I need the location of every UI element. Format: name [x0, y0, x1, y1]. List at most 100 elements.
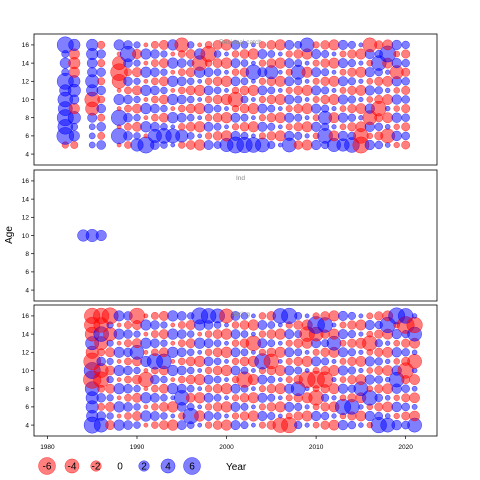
residual-bubble	[251, 115, 256, 121]
residual-bubble	[338, 310, 348, 321]
residual-bubble	[239, 411, 250, 421]
residual-bubble	[347, 40, 356, 49]
residual-bubble	[167, 346, 179, 358]
residual-bubble	[304, 349, 310, 355]
residual-bubble	[312, 421, 320, 429]
residual-bubble	[224, 395, 229, 401]
residual-bubble	[150, 67, 160, 77]
x-tick-label: 2020	[398, 444, 413, 451]
residual-bubble	[267, 50, 276, 58]
residual-bubble	[266, 58, 277, 68]
residual-bubble	[247, 121, 259, 133]
residual-bubble	[374, 411, 383, 421]
residual-bubble	[212, 365, 223, 376]
residual-bubble	[407, 354, 422, 369]
residual-bubble	[185, 393, 196, 403]
residual-bubble	[186, 403, 195, 411]
residual-bubble	[251, 42, 256, 48]
residual-bubble	[294, 59, 303, 68]
residual-bubble	[293, 320, 303, 330]
residual-bubble	[293, 122, 303, 132]
residual-bubble	[337, 58, 349, 69]
residual-bubble	[321, 50, 330, 58]
residual-bubble	[266, 402, 276, 412]
residual-bubble	[382, 112, 394, 124]
residual-bubble	[106, 357, 114, 365]
residual-bubble	[113, 419, 125, 431]
residual-bubble	[320, 311, 330, 321]
residual-bubble	[178, 68, 186, 76]
residual-bubble	[124, 357, 132, 366]
residual-bubble	[301, 66, 313, 78]
residual-bubble	[294, 131, 303, 140]
residual-bubble	[284, 94, 295, 105]
residual-bubble	[358, 331, 364, 337]
residual-bubble	[160, 412, 168, 420]
residual-bubble	[230, 383, 241, 394]
panel-bubbles	[83, 307, 423, 434]
residual-bubble	[339, 339, 347, 347]
residual-bubble	[204, 385, 213, 393]
residual-bubble	[366, 367, 374, 374]
residual-bubble	[140, 66, 152, 78]
legend-bubble	[64, 458, 80, 474]
residual-bubble	[170, 106, 176, 111]
residual-bubble	[212, 402, 223, 412]
residual-bubble	[177, 58, 187, 68]
residual-bubble	[358, 42, 364, 48]
residual-bubble	[160, 321, 168, 329]
residual-bubble	[391, 58, 402, 69]
residual-bubble	[294, 421, 303, 430]
residual-bubble	[251, 97, 256, 102]
residual-bubble	[393, 123, 400, 130]
residual-bubble	[266, 113, 276, 123]
residual-bubble	[337, 329, 349, 340]
residual-bubble	[366, 132, 374, 140]
residual-bubble	[331, 124, 337, 130]
residual-bubble	[358, 96, 364, 103]
residual-bubble	[116, 322, 122, 328]
residual-bubble	[239, 49, 250, 59]
residual-bubble	[304, 422, 310, 428]
residual-bubble	[258, 330, 267, 338]
residual-bubble	[140, 392, 152, 404]
y-tick-label: 16	[22, 313, 30, 320]
residual-bubble	[116, 88, 122, 93]
residual-bubble	[170, 69, 176, 75]
legend-label: 2	[141, 462, 147, 473]
panel-bubbles	[77, 228, 107, 243]
residual-bubble	[328, 94, 340, 105]
residual-bubble	[258, 403, 266, 411]
residual-bubble	[391, 329, 402, 340]
residual-bubble	[277, 142, 283, 148]
residual-bubble	[150, 103, 160, 114]
y-tick-label: 4	[25, 151, 29, 158]
residual-bubble	[231, 321, 240, 329]
residual-bubble	[220, 346, 233, 358]
residual-bubble	[197, 42, 203, 48]
residual-bubble	[293, 338, 303, 348]
residual-bubble	[355, 66, 367, 78]
residual-bubble	[240, 312, 249, 320]
residual-bubble	[185, 49, 196, 59]
residual-bubble	[203, 338, 214, 349]
residual-bubble	[176, 420, 187, 430]
residual-bubble	[385, 87, 391, 94]
residual-bubble	[151, 113, 159, 122]
residual-bubble	[385, 340, 391, 346]
residual-bubble	[204, 403, 213, 411]
residual-bubble	[312, 41, 320, 49]
residual-bubble	[385, 105, 391, 112]
residual-bubble	[140, 121, 152, 133]
residual-bubble	[401, 131, 410, 141]
y-tick-label: 8	[25, 115, 29, 122]
residual-bubble	[230, 420, 241, 431]
residual-bubble	[258, 77, 266, 85]
residual-bubble	[284, 130, 295, 141]
residual-bubble	[382, 39, 394, 51]
residual-bubble	[204, 114, 213, 122]
panel-ind: 4 6 8 10 12 14 16 Ind	[22, 169, 438, 302]
residual-bubble	[401, 85, 411, 95]
y-tick-label: 6	[25, 404, 29, 411]
residual-bubble	[170, 340, 176, 346]
